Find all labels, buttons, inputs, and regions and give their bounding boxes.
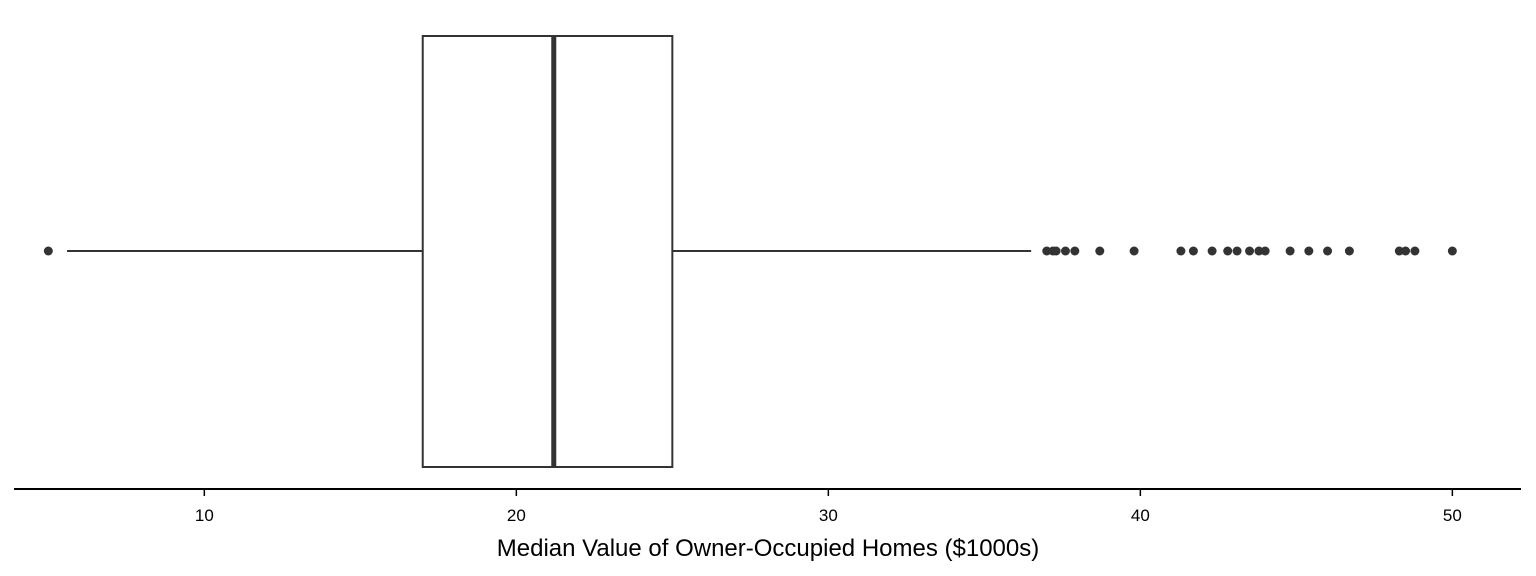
x-tick-label: 20 xyxy=(507,506,526,525)
outlier-point xyxy=(1245,246,1255,256)
outlier-point xyxy=(1410,246,1420,256)
outlier-point xyxy=(1254,246,1264,256)
outlier-point xyxy=(1042,246,1052,256)
outlier-point xyxy=(1232,246,1242,256)
x-tick-label: 40 xyxy=(1131,506,1150,525)
x-axis-title: Median Value of Owner-Occupied Homes ($1… xyxy=(497,535,1039,562)
outlier-point xyxy=(1070,246,1080,256)
outlier-point xyxy=(1304,246,1314,256)
outlier-point xyxy=(1188,246,1198,256)
outlier-point xyxy=(1260,246,1270,256)
outlier-point xyxy=(1051,246,1061,256)
outlier-point xyxy=(1095,246,1105,256)
outlier-point xyxy=(1401,246,1411,256)
outlier-point xyxy=(1323,246,1333,256)
x-tick-label: 10 xyxy=(195,506,214,525)
outlier-point xyxy=(1176,246,1186,256)
plot-area xyxy=(43,35,1457,468)
x-axis: 10 20 30 40 50 xyxy=(14,488,1521,525)
box-iqr xyxy=(421,35,674,468)
outlier-point xyxy=(1060,246,1070,256)
x-tick-label: 30 xyxy=(819,506,838,525)
outlier-point xyxy=(1394,246,1404,256)
outlier-point xyxy=(1129,246,1139,256)
outlier-point xyxy=(1344,246,1354,256)
outlier-point xyxy=(1285,246,1295,256)
outlier-point xyxy=(1207,246,1217,256)
x-tick-label: 50 xyxy=(1443,506,1462,525)
outlier-point xyxy=(43,246,53,256)
outlier-point xyxy=(1447,246,1457,256)
outlier-point xyxy=(1223,246,1233,256)
